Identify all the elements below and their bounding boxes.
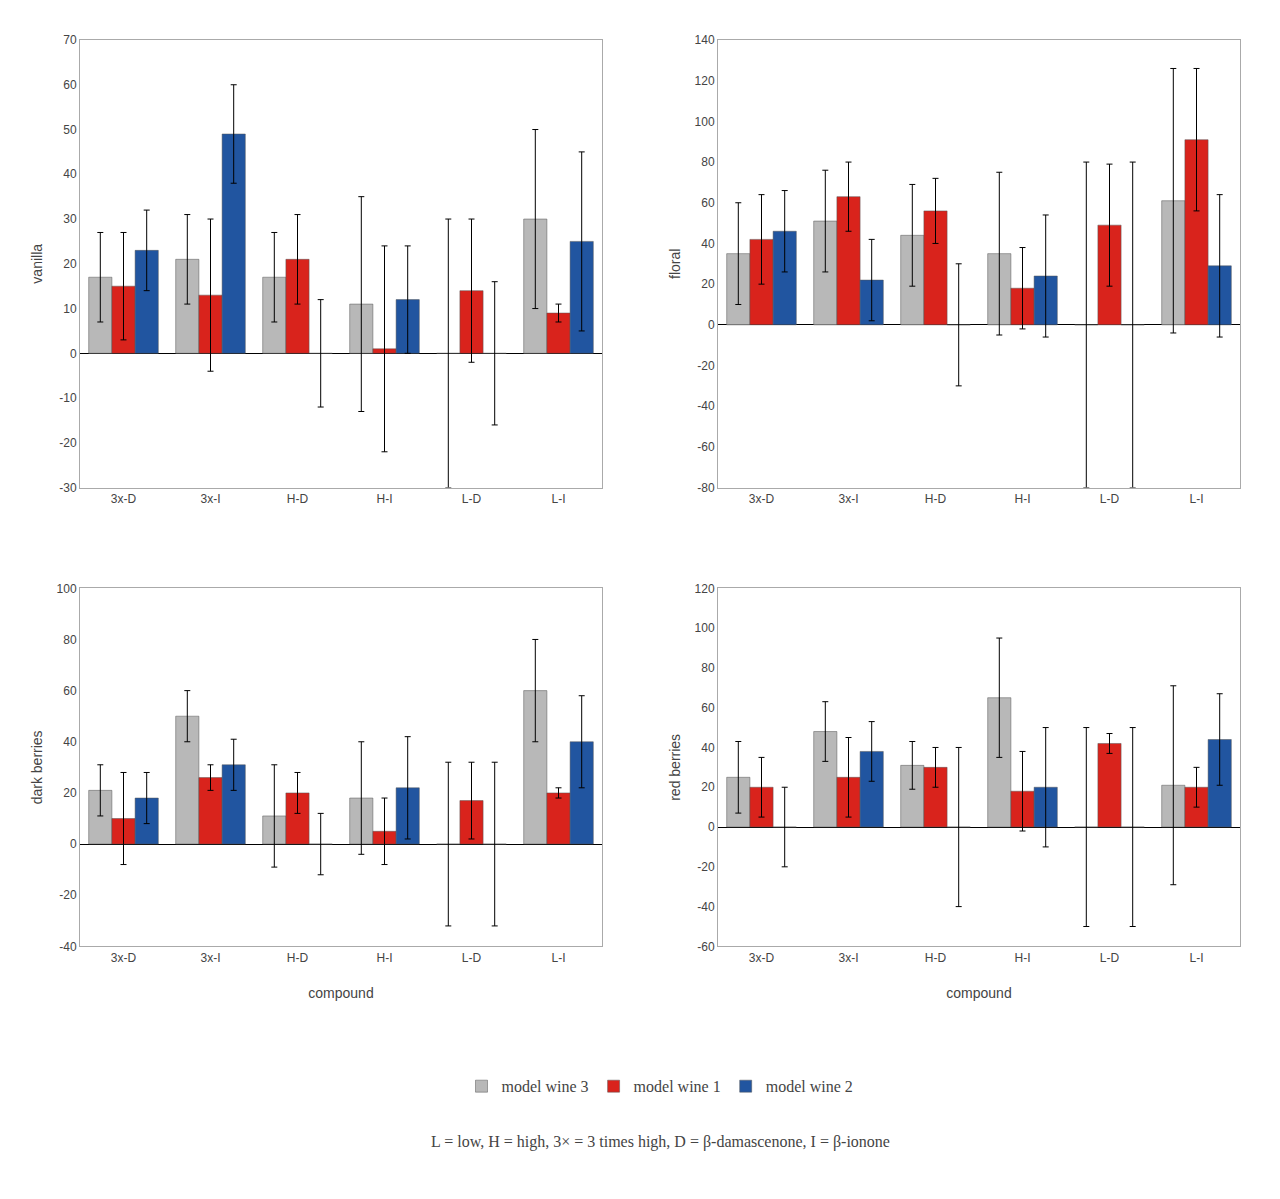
svg-text:100: 100 [695, 621, 715, 635]
svg-text:-10: -10 [59, 391, 77, 405]
svg-text:-20: -20 [697, 860, 715, 874]
svg-text:L-I: L-I [1189, 492, 1203, 506]
svg-text:3x-I: 3x-I [200, 492, 220, 506]
svg-text:20: 20 [63, 257, 77, 271]
svg-text:compound: compound [946, 985, 1011, 1001]
svg-text:40: 40 [63, 735, 77, 749]
svg-text:-40: -40 [697, 399, 715, 413]
svg-text:30: 30 [63, 212, 77, 226]
svg-text:3x-I: 3x-I [838, 951, 858, 965]
svg-text:40: 40 [63, 167, 77, 181]
svg-text:3x-D: 3x-D [111, 492, 137, 506]
svg-text:H-D: H-D [925, 492, 947, 506]
svg-text:60: 60 [701, 701, 715, 715]
svg-text:3x-I: 3x-I [200, 951, 220, 965]
svg-text:80: 80 [701, 155, 715, 169]
svg-text:-40: -40 [59, 940, 77, 954]
svg-text:20: 20 [701, 277, 715, 291]
svg-text:3x-D: 3x-D [749, 951, 775, 965]
svg-text:L-D: L-D [1100, 951, 1120, 965]
svg-text:L-D: L-D [462, 492, 482, 506]
svg-text:H-D: H-D [925, 951, 947, 965]
svg-text:-80: -80 [697, 481, 715, 495]
svg-text:L-D: L-D [1100, 492, 1120, 506]
svg-text:60: 60 [63, 684, 77, 698]
svg-text:model wine 1: model wine 1 [634, 1078, 721, 1095]
svg-text:-60: -60 [697, 940, 715, 954]
svg-text:model wine 2: model wine 2 [766, 1078, 853, 1095]
svg-text:-20: -20 [59, 888, 77, 902]
svg-text:50: 50 [63, 123, 77, 137]
svg-text:3x-I: 3x-I [838, 492, 858, 506]
svg-text:red berries: red berries [667, 734, 683, 801]
svg-text:120: 120 [695, 582, 715, 596]
svg-text:L-I: L-I [551, 951, 565, 965]
svg-text:80: 80 [701, 661, 715, 675]
svg-text:dark berries: dark berries [29, 730, 45, 804]
svg-text:120: 120 [695, 74, 715, 88]
svg-text:3x-D: 3x-D [111, 951, 137, 965]
svg-text:40: 40 [701, 741, 715, 755]
svg-text:L-D: L-D [462, 951, 482, 965]
svg-text:model wine 3: model wine 3 [502, 1078, 589, 1095]
svg-text:floral: floral [667, 249, 683, 279]
svg-text:80: 80 [63, 633, 77, 647]
svg-text:H-I: H-I [377, 951, 393, 965]
svg-text:-30: -30 [59, 481, 77, 495]
svg-text:140: 140 [695, 33, 715, 47]
svg-text:40: 40 [701, 237, 715, 251]
svg-text:H-I: H-I [1015, 492, 1031, 506]
svg-text:L-I: L-I [1189, 951, 1203, 965]
svg-text:vanilla: vanilla [29, 244, 45, 284]
svg-text:H-D: H-D [287, 492, 309, 506]
svg-text:70: 70 [63, 33, 77, 47]
svg-text:20: 20 [701, 780, 715, 794]
svg-text:60: 60 [63, 78, 77, 92]
svg-text:-40: -40 [697, 900, 715, 914]
svg-text:0: 0 [708, 820, 715, 834]
svg-text:H-I: H-I [1015, 951, 1031, 965]
svg-text:60: 60 [701, 196, 715, 210]
svg-text:L-I: L-I [551, 492, 565, 506]
svg-text:20: 20 [63, 786, 77, 800]
svg-text:L = low, H = high, 3× = 3 time: L = low, H = high, 3× = 3 times high, D … [431, 1133, 890, 1151]
svg-text:-20: -20 [59, 436, 77, 450]
svg-text:100: 100 [57, 582, 77, 596]
svg-text:-20: -20 [697, 359, 715, 373]
svg-text:0: 0 [70, 347, 77, 361]
svg-text:-60: -60 [697, 440, 715, 454]
svg-text:10: 10 [63, 302, 77, 316]
svg-text:100: 100 [695, 115, 715, 129]
svg-text:3x-D: 3x-D [749, 492, 775, 506]
svg-text:H-D: H-D [287, 951, 309, 965]
svg-text:H-I: H-I [377, 492, 393, 506]
svg-text:0: 0 [708, 318, 715, 332]
svg-text:compound: compound [308, 985, 373, 1001]
svg-text:0: 0 [70, 837, 77, 851]
